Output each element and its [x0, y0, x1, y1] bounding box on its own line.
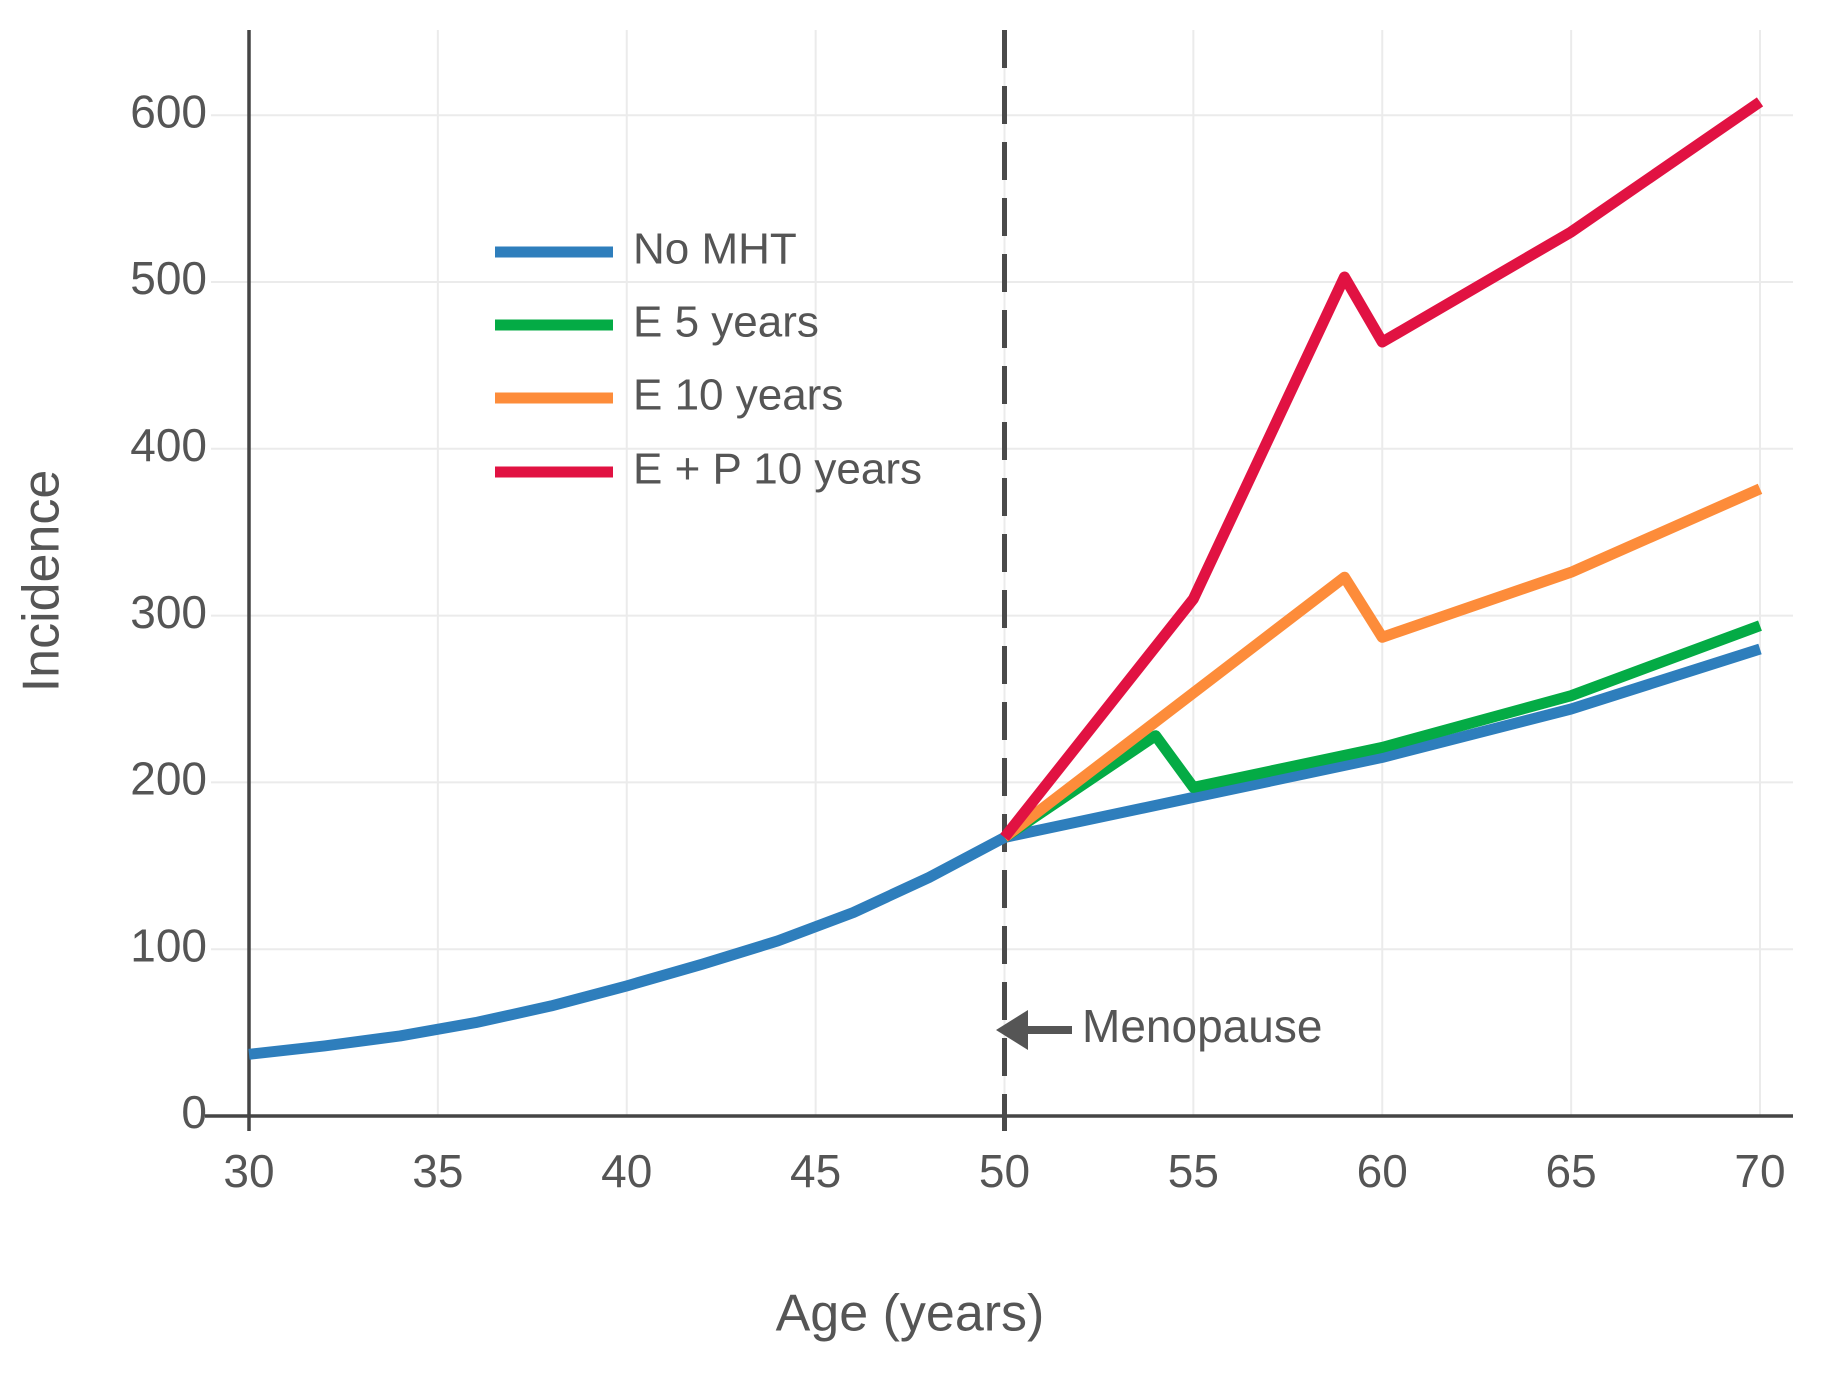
series-line-no-mht — [248, 643, 1762, 1060]
y-tick-label: 400 — [130, 419, 207, 471]
y-tick-label: 600 — [130, 85, 207, 137]
x-tick-label: 45 — [790, 1145, 841, 1197]
series-line-e-10-years — [1001, 483, 1763, 842]
x-tick-label: 50 — [979, 1145, 1030, 1197]
y-tick-label: 100 — [130, 919, 207, 971]
x-tick-label: 35 — [412, 1145, 463, 1197]
legend-label: E 10 years — [633, 371, 843, 420]
x-axis-title: Age (years) — [776, 1285, 1045, 1343]
y-tick-label: 200 — [130, 753, 207, 805]
y-axis-title: Incidence — [13, 470, 71, 693]
x-tick-label: 40 — [601, 1145, 652, 1197]
legend-label: E + P 10 years — [633, 445, 922, 494]
left-arrow-icon — [996, 1010, 1028, 1050]
x-tick-label: 55 — [1168, 1145, 1219, 1197]
y-tick-label: 0 — [181, 1086, 207, 1138]
series-line-e-5-years — [1001, 620, 1762, 843]
y-tick-label: 500 — [130, 252, 207, 304]
legend-label: No MHT — [633, 225, 797, 274]
x-tick-label: 60 — [1357, 1145, 1408, 1197]
y-tick-label: 300 — [130, 586, 207, 638]
annotation-label: Menopause — [1082, 1000, 1322, 1052]
legend-label: E 5 years — [633, 298, 819, 347]
x-tick-label: 65 — [1546, 1145, 1597, 1197]
x-tick-label: 70 — [1734, 1145, 1785, 1197]
series-line-e-p-10-years — [1000, 97, 1764, 841]
x-tick-label: 30 — [223, 1145, 274, 1197]
